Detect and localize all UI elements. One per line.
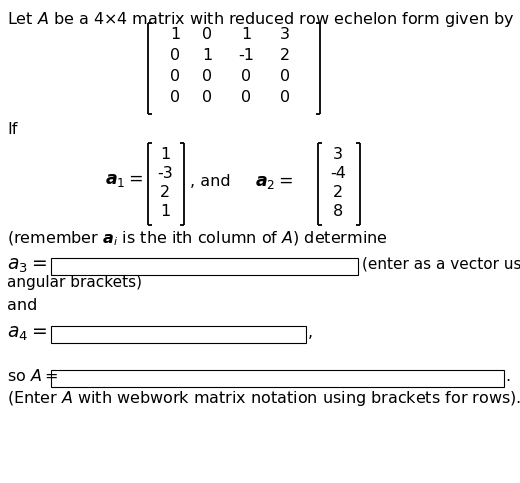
Text: $a_4 =$: $a_4 =$ (7, 324, 47, 343)
Text: 1: 1 (160, 147, 170, 162)
Text: .: . (505, 369, 510, 384)
Text: 0: 0 (241, 90, 251, 105)
Text: 0: 0 (170, 48, 180, 63)
Text: 2: 2 (160, 185, 170, 200)
Text: 1: 1 (170, 27, 180, 42)
Text: -1: -1 (238, 48, 254, 63)
Text: $\boldsymbol{a}_1 =$: $\boldsymbol{a}_1 =$ (105, 171, 143, 189)
Text: (enter as a vector using: (enter as a vector using (362, 257, 520, 272)
Text: 8: 8 (333, 204, 343, 219)
Text: 0: 0 (202, 69, 212, 84)
Text: -3: -3 (157, 166, 173, 181)
Text: 3: 3 (333, 147, 343, 162)
Text: 0: 0 (170, 90, 180, 105)
Text: 0: 0 (280, 90, 290, 105)
Text: 0: 0 (202, 90, 212, 105)
Text: (Enter $\mathit{A}$ with webwork matrix notation using brackets for rows).: (Enter $\mathit{A}$ with webwork matrix … (7, 389, 520, 408)
Text: , and: , and (190, 174, 231, 189)
Text: 3: 3 (280, 27, 290, 42)
Text: 0: 0 (202, 27, 212, 42)
Bar (51, 370, 504, 387)
Bar (51, 258, 358, 275)
Text: 1: 1 (160, 204, 170, 219)
Text: 0: 0 (170, 69, 180, 84)
Bar (51, 326, 306, 343)
Text: 2: 2 (333, 185, 343, 200)
Text: If: If (7, 122, 17, 137)
Text: and: and (7, 298, 37, 313)
Text: so $A =$: so $A =$ (7, 368, 58, 384)
Text: 2: 2 (280, 48, 290, 63)
Text: $a_3 =$: $a_3 =$ (7, 256, 47, 275)
Text: -4: -4 (330, 166, 346, 181)
Text: 0: 0 (241, 69, 251, 84)
Text: Let $\mathit{A}$ be a 4$\times$4 matrix with reduced row echelon form given by: Let $\mathit{A}$ be a 4$\times$4 matrix … (7, 10, 514, 29)
Text: 0: 0 (280, 69, 290, 84)
Text: $\boldsymbol{a}_2 =$: $\boldsymbol{a}_2 =$ (255, 173, 293, 191)
Text: 1: 1 (202, 48, 212, 63)
Text: ,: , (308, 325, 313, 340)
Text: (remember $\boldsymbol{a}_i$ is the ith column of $\mathit{A}$) determine: (remember $\boldsymbol{a}_i$ is the ith … (7, 230, 388, 248)
Text: 1: 1 (241, 27, 251, 42)
Text: angular brackets): angular brackets) (7, 275, 142, 290)
